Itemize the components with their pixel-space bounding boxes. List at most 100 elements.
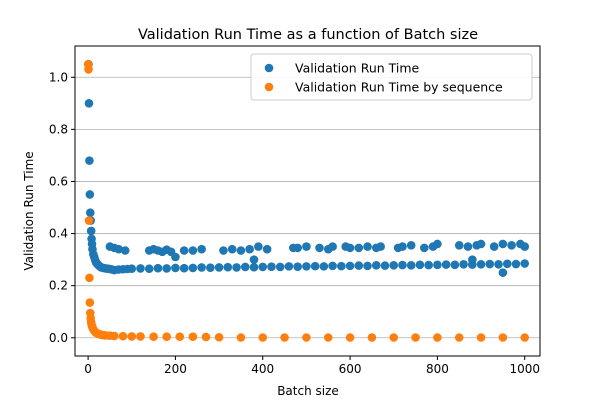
data-point (188, 263, 198, 273)
data-point (520, 242, 530, 251)
data-point (498, 239, 508, 249)
legend-marker (264, 63, 274, 73)
data-point (214, 263, 224, 272)
data-point (433, 333, 442, 342)
data-point (227, 244, 237, 254)
data-point (345, 333, 355, 342)
data-point (389, 333, 399, 342)
data-point (354, 243, 364, 253)
data-point (406, 240, 416, 250)
data-point (419, 243, 429, 253)
data-point (171, 263, 180, 273)
data-point (380, 261, 390, 270)
data-point (441, 260, 451, 269)
data-point (109, 331, 119, 341)
data-point (498, 333, 508, 342)
y-tick-label: 0.4 (49, 227, 68, 241)
data-point (85, 298, 95, 307)
data-point (162, 264, 171, 273)
y-tick-label: 0.6 (49, 174, 68, 188)
legend-label: Validation Run Time (295, 61, 420, 76)
data-point (507, 240, 516, 250)
data-point (188, 332, 198, 342)
data-point (85, 156, 94, 165)
data-point (310, 261, 320, 271)
data-point (485, 259, 495, 269)
y-axis-label: Validation Run Time (22, 151, 36, 270)
data-point (127, 332, 137, 341)
y-axis: 0.0 0.2 0.4 0.6 0.8 1.0 (49, 70, 75, 345)
data-point (214, 332, 224, 342)
data-point (179, 246, 189, 255)
data-point (84, 216, 94, 225)
data-point (498, 268, 508, 277)
data-point (345, 243, 355, 253)
data-point (284, 262, 294, 271)
data-points (83, 59, 530, 342)
x-tick-label: 0 (84, 362, 92, 376)
data-point (240, 262, 250, 272)
data-point (149, 332, 158, 342)
y-tick-label: 0.2 (49, 279, 68, 293)
data-point (502, 259, 512, 269)
data-point (511, 259, 521, 269)
data-point (293, 262, 302, 271)
data-point (245, 244, 254, 254)
data-point (136, 332, 145, 341)
data-point (476, 239, 486, 249)
data-point (201, 332, 211, 342)
x-tick-label: 1000 (509, 362, 540, 376)
data-point (85, 190, 95, 199)
data-point (236, 246, 246, 255)
data-point (206, 263, 215, 272)
chart-title: Validation Run Time as a function of Bat… (138, 27, 478, 43)
data-point (267, 262, 276, 271)
y-tick-label: 0.0 (49, 331, 68, 345)
series-1-points (83, 59, 530, 342)
data-point (188, 246, 198, 255)
data-point (389, 261, 399, 270)
data-point (315, 243, 324, 253)
data-point (293, 243, 302, 253)
data-point (249, 262, 259, 272)
data-point (363, 242, 372, 251)
data-point (254, 242, 263, 251)
data-point (171, 252, 180, 262)
plot-frame (74, 45, 541, 357)
data-point (454, 240, 464, 250)
data-point (249, 255, 259, 264)
data-point (398, 242, 407, 251)
data-point (84, 65, 93, 74)
data-point (280, 333, 289, 342)
data-point (376, 242, 385, 251)
data-point (367, 333, 377, 342)
data-point (424, 260, 433, 270)
data-point (175, 332, 185, 342)
data-point (476, 260, 486, 269)
data-point (144, 264, 154, 274)
data-point (433, 260, 442, 270)
data-point (520, 333, 530, 342)
data-point (179, 263, 189, 273)
data-point (84, 99, 94, 108)
data-point (275, 262, 285, 272)
data-point (86, 226, 96, 236)
data-point (371, 261, 381, 270)
data-point (302, 242, 311, 251)
data-point (219, 246, 228, 255)
data-point (463, 242, 473, 251)
data-point (415, 260, 425, 270)
data-point (197, 244, 206, 254)
data-point (520, 259, 530, 268)
data-point (232, 263, 241, 272)
data-point (223, 262, 233, 272)
data-point (454, 333, 464, 342)
data-point (85, 273, 94, 283)
data-point (363, 261, 372, 271)
data-point (258, 333, 268, 342)
data-point (114, 244, 123, 254)
legend: Validation Run Time Validation Run Time b… (250, 53, 533, 101)
y-tick-label: 0.8 (49, 122, 68, 136)
data-point (323, 333, 333, 342)
data-point (319, 262, 329, 271)
